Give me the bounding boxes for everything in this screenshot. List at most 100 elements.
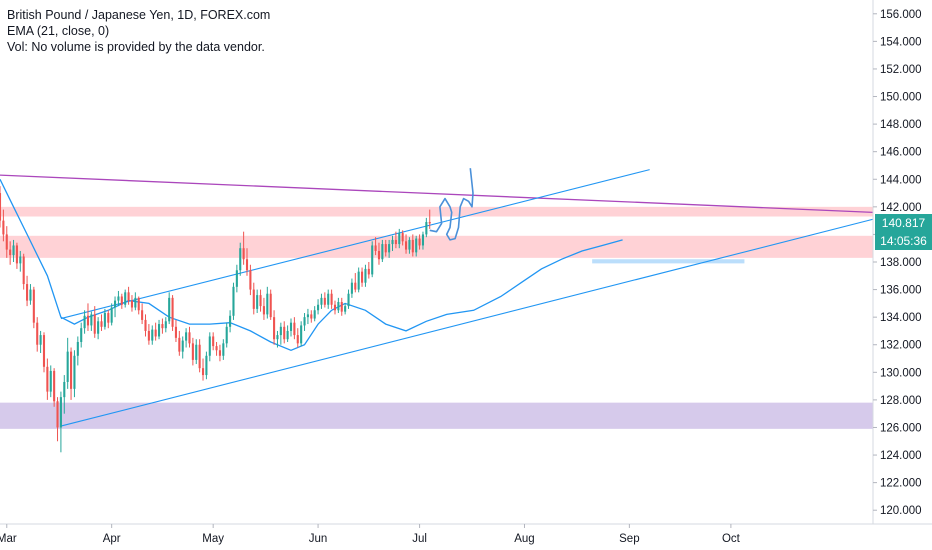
- candle-body: [357, 271, 360, 290]
- candle-up: [222, 339, 225, 360]
- candle-body: [103, 313, 106, 327]
- price-tick-label: 138.000: [880, 257, 922, 269]
- chart-legend: British Pound / Japanese Yen, 1D, FOREX.…: [7, 7, 270, 55]
- symbol-title[interactable]: British Pound / Japanese Yen, 1D, FOREX.…: [7, 8, 271, 22]
- candle-body: [117, 296, 120, 301]
- candle-body: [181, 340, 184, 352]
- candle-body: [293, 322, 296, 336]
- candle-body: [15, 245, 18, 264]
- candle-up: [19, 250, 22, 272]
- candle-up: [80, 322, 83, 348]
- candle-up: [357, 267, 360, 293]
- price-tick-label: 150.000: [880, 92, 922, 104]
- projection-sketch: [429, 168, 474, 241]
- candle-body: [9, 249, 12, 256]
- candle-down: [394, 231, 397, 249]
- candle-down: [354, 273, 357, 293]
- time-tick-label: Jul: [412, 533, 427, 545]
- candle-body: [367, 268, 370, 275]
- candle-body: [404, 241, 408, 250]
- ema-indicator-label[interactable]: EMA (21, close, 0): [7, 24, 110, 38]
- candle-body: [32, 289, 35, 323]
- candle-body: [394, 239, 397, 245]
- candle-down: [42, 332, 46, 373]
- price-axis[interactable]: 120.000 122.000 124.000 126.000 128.000 130.0…: [873, 9, 922, 517]
- candle-body: [178, 337, 181, 352]
- candle-up: [256, 289, 259, 314]
- drawings-layer: [0, 169, 874, 427]
- candle-body: [151, 329, 154, 341]
- candle-body: [56, 401, 59, 428]
- candle-body: [86, 315, 90, 326]
- time-axis[interactable]: Mar Apr May Jun Jul Aug Sep Oct: [0, 524, 741, 545]
- candle-up: [59, 391, 62, 453]
- candle-body: [333, 304, 337, 311]
- candle-body: [421, 234, 425, 246]
- candle-body: [76, 341, 79, 356]
- candle-up: [103, 308, 106, 330]
- resistance-trendline: [0, 174, 874, 214]
- candle-body: [381, 244, 384, 260]
- candle-up: [157, 319, 161, 340]
- candle-up: [286, 325, 289, 342]
- ema-layer: [0, 179, 623, 352]
- candle-body: [361, 271, 364, 283]
- time-tick-label: May: [202, 533, 224, 545]
- zones-layer: [0, 206, 873, 429]
- candle-up: [49, 365, 52, 398]
- candle-down: [374, 237, 377, 256]
- candle-body: [188, 332, 191, 344]
- last-price-tag: 140.817: [875, 214, 932, 233]
- resistance-zone-upper: [0, 206, 873, 217]
- candle-body: [388, 244, 391, 253]
- candle-body: [262, 306, 265, 315]
- ema-line: [0, 179, 623, 352]
- candle-body: [185, 332, 188, 341]
- candle-body: [70, 351, 73, 389]
- candle-body: [26, 284, 29, 301]
- candle-body: [286, 330, 289, 340]
- candle-body: [171, 297, 174, 327]
- candle-down: [384, 239, 387, 257]
- candle-down: [340, 297, 343, 316]
- candle-down: [401, 230, 404, 246]
- candle-body: [46, 366, 49, 392]
- candle-body: [425, 222, 428, 235]
- candle-up: [168, 292, 171, 325]
- price-tick-label: 136.000: [880, 285, 922, 297]
- candle-up: [364, 264, 367, 287]
- candle-body: [59, 397, 62, 428]
- candle-down: [46, 358, 49, 400]
- candle-up: [97, 317, 100, 340]
- candle-body: [144, 319, 147, 331]
- candle-body: [53, 370, 56, 402]
- candle-body: [354, 282, 357, 290]
- candle-down: [9, 241, 12, 265]
- candle-down: [323, 292, 326, 308]
- candle-up: [124, 289, 127, 308]
- candle-body: [276, 335, 279, 340]
- candle-body: [347, 293, 350, 307]
- candle-body: [344, 306, 347, 312]
- candle-down: [269, 289, 272, 320]
- price-tick-label: 146.000: [880, 147, 922, 159]
- candle-up: [371, 241, 374, 278]
- candle-body: [222, 343, 225, 356]
- candle-body: [212, 336, 215, 347]
- price-tick-label: 120.000: [880, 505, 922, 517]
- time-tick-label: Jun: [309, 533, 328, 545]
- candle-down: [178, 330, 181, 356]
- candle-body: [205, 355, 208, 376]
- candle-body: [283, 326, 286, 340]
- candle-up: [303, 313, 306, 331]
- candle-down: [70, 347, 73, 400]
- candle-down: [262, 297, 265, 320]
- candle-up: [117, 290, 120, 307]
- candle-body: [63, 381, 66, 398]
- candle-up: [327, 289, 330, 309]
- candle-up: [225, 322, 228, 348]
- price-tick-label: 144.000: [880, 174, 922, 186]
- candle-up: [421, 231, 425, 250]
- candle-down: [252, 282, 255, 315]
